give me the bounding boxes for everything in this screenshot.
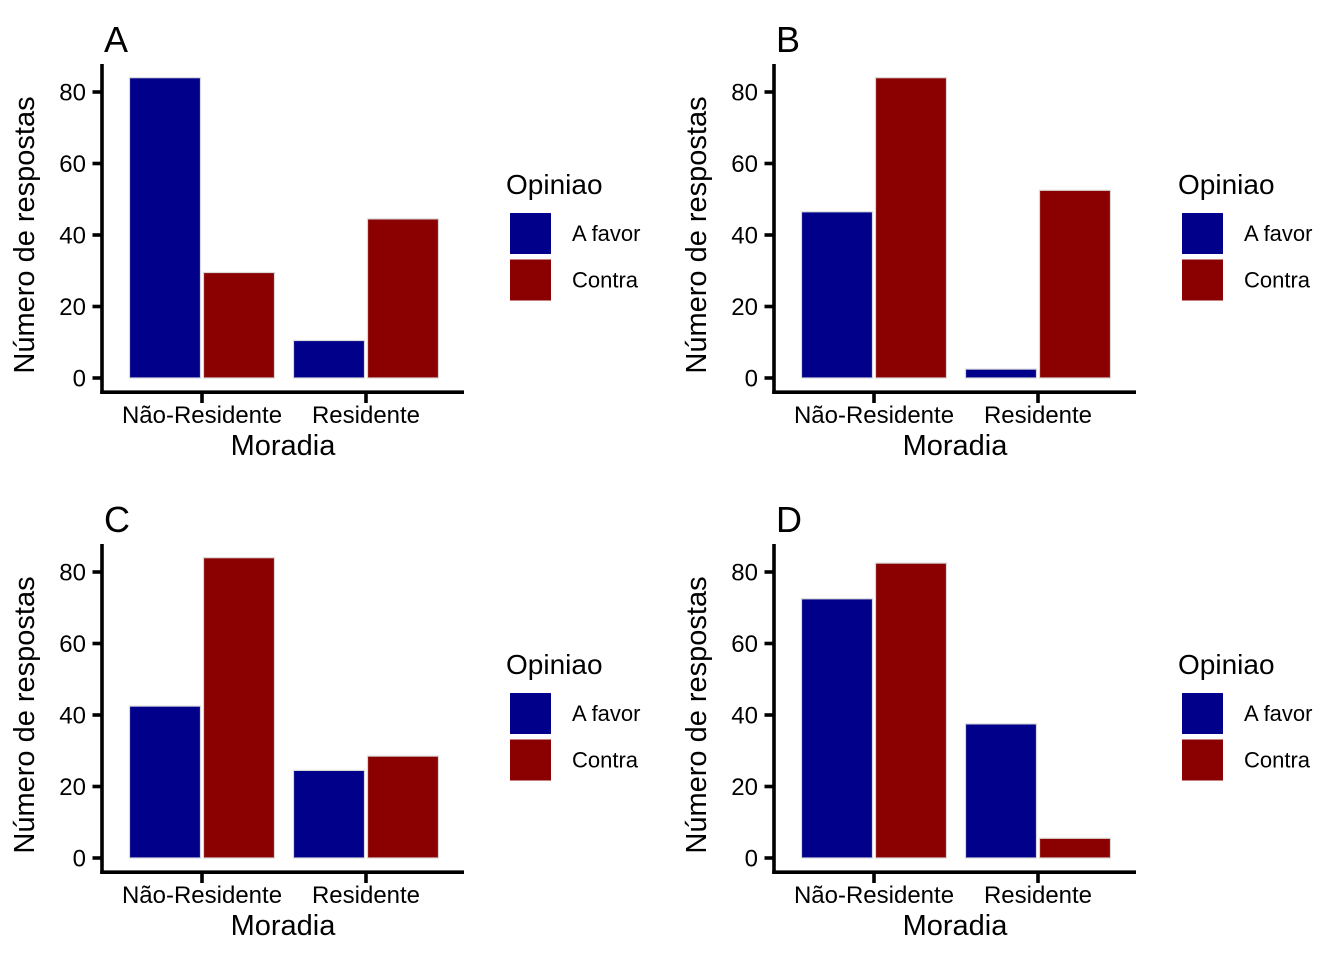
x-category-label: Residente [312,882,420,909]
x-category-label: Não-Residente [794,402,954,429]
bar-nao-residente-contra [202,557,276,859]
bar-nao-residente-contra [874,562,948,859]
legend-key-a-favor [1182,693,1223,734]
chart-b: B Número de respostas 0 20 40 60 80 Não-Residen… [681,19,1312,462]
panel-label: D [776,499,802,540]
y-tick-label: 60 [59,631,86,658]
legend-label-a-favor: A favor [572,221,640,246]
legend-key-a-favor [1182,213,1223,254]
legend-label-contra: Contra [572,748,639,773]
legend-key-a-favor [510,693,551,734]
bar-nao-residente-a-favor [128,705,202,859]
y-tick-label: 60 [59,151,86,178]
panel-a: A Número de respostas 0 20 40 60 80 Não-Residen… [0,0,672,480]
y-tick-label: 0 [745,366,758,393]
bar-residente-a-favor [292,339,366,379]
bar-residente-contra [366,218,440,379]
legend-label-a-favor: A favor [1244,701,1312,726]
chart-a: A Número de respostas 0 20 40 60 80 Não-Residen… [9,19,640,462]
legend-title: Opiniao [506,649,603,680]
legend-title: Opiniao [506,169,603,200]
y-tick-label: 60 [731,631,758,658]
x-axis-title: Moradia [903,430,1009,462]
x-category-label: Residente [312,402,420,429]
bar-residente-contra [1038,837,1112,859]
x-axis-title: Moradia [231,910,337,942]
y-tick-label: 80 [731,560,758,587]
bar-residente-a-favor [964,723,1038,859]
panel-c: C Número de respostas 0 20 40 60 80 Não-Residen… [0,480,672,960]
y-tick-label: 0 [73,846,86,873]
y-tick-label: 20 [731,294,758,321]
bar-nao-residente-a-favor [800,598,874,859]
bar-residente-a-favor [292,769,366,859]
x-category-label: Residente [984,402,1092,429]
bar-residente-a-favor [964,368,1038,379]
legend-title: Opiniao [1178,169,1275,200]
bar-residente-contra [1038,189,1112,379]
y-tick-label: 0 [745,846,758,873]
legend-key-contra [510,259,551,301]
bar-nao-residente-contra [874,77,948,379]
y-tick-label: 40 [731,223,758,250]
panel-label: A [104,19,128,60]
y-tick-label: 80 [731,80,758,107]
y-tick-label: 60 [731,151,758,178]
legend-label-contra: Contra [572,268,639,293]
x-category-label: Não-Residente [122,882,282,909]
x-category-label: Não-Residente [794,882,954,909]
x-axis-title: Moradia [903,910,1009,942]
y-tick-label: 20 [59,294,86,321]
chart-c: C Número de respostas 0 20 40 60 80 Não-Residen… [9,499,640,942]
y-axis-title: Número de respostas [681,96,713,373]
bar-nao-residente-a-favor [800,211,874,379]
legend-title: Opiniao [1178,649,1275,680]
y-tick-label: 80 [59,80,86,107]
legend-label-a-favor: A favor [1244,221,1312,246]
y-tick-label: 0 [73,366,86,393]
y-tick-label: 40 [59,223,86,250]
x-category-label: Residente [984,882,1092,909]
chart-d: D Número de respostas 0 20 40 60 80 Não-Residen… [681,499,1312,942]
y-axis-title: Número de respostas [9,96,41,373]
panel-label: B [776,19,800,60]
y-tick-label: 20 [59,774,86,801]
y-tick-label: 20 [731,774,758,801]
legend-label-contra: Contra [1244,268,1311,293]
bar-nao-residente-contra [202,271,276,379]
legend-label-a-favor: A favor [572,701,640,726]
x-axis-title: Moradia [231,430,337,462]
panel-b: B Número de respostas 0 20 40 60 80 Não-Residen… [672,0,1344,480]
legend-key-contra [1182,259,1223,301]
legend-label-contra: Contra [1244,748,1311,773]
y-axis-title: Número de respostas [9,576,41,853]
legend-key-contra [510,739,551,781]
x-category-label: Não-Residente [122,402,282,429]
panel-d: D Número de respostas 0 20 40 60 80 Não-Residen… [672,480,1344,960]
bar-nao-residente-a-favor [128,77,202,379]
y-tick-label: 80 [59,560,86,587]
y-tick-label: 40 [59,703,86,730]
legend-key-a-favor [510,213,551,254]
y-tick-label: 40 [731,703,758,730]
bar-residente-contra [366,755,440,859]
legend-key-contra [1182,739,1223,781]
panel-label: C [104,499,130,540]
y-axis-title: Número de respostas [681,576,713,853]
